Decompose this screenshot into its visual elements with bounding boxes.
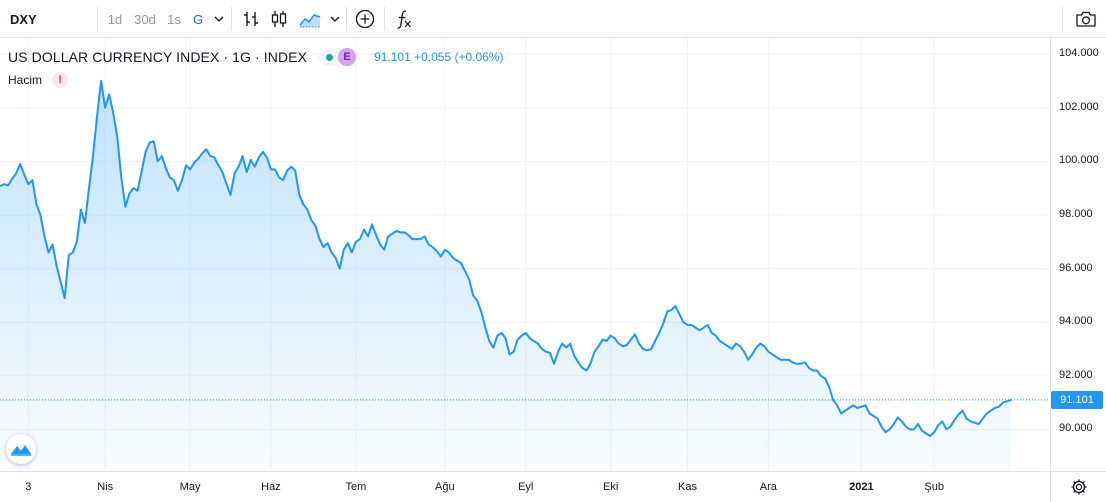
toolbar-divider (384, 7, 385, 31)
time-tick-label: Nis (97, 481, 114, 493)
gear-icon (1071, 479, 1086, 495)
chart-type-dropdown-button[interactable] (326, 0, 344, 38)
chart-settings-button[interactable] (1050, 471, 1106, 502)
price-tick-label: 94.000 (1059, 315, 1093, 328)
candlestick-chart-type-button[interactable] (266, 0, 292, 38)
tradingview-logo-button[interactable] (6, 434, 36, 464)
camera-icon (1076, 11, 1096, 27)
add-indicator-icon (355, 9, 375, 29)
tradingview-logo-icon (11, 445, 31, 456)
volume-indicator-legend[interactable]: Hacim ! (8, 72, 69, 88)
function-icon (397, 10, 411, 29)
bar-chart-type-button[interactable] (238, 0, 264, 38)
time-tick-label: Haz (261, 481, 281, 493)
last-price-label: 91.101 (1051, 390, 1103, 409)
time-axis[interactable]: 3 Nis May Haz Tem Ağu Eyl Eki Kas Ara 2021 Şub (0, 471, 1050, 502)
price-tick-label: 102.000 (1059, 100, 1099, 113)
volume-label: Hacim (8, 73, 43, 87)
price-tick-label: 100.000 (1059, 154, 1099, 167)
compare-add-symbol-button[interactable] (351, 0, 379, 38)
toolbar-divider (231, 7, 232, 31)
price-tick-label: 96.000 (1059, 261, 1093, 274)
toolbar-divider (346, 7, 347, 31)
screenshot-button[interactable] (1072, 0, 1100, 38)
time-tick-label: Şub (924, 481, 944, 493)
area-chart-type-button[interactable] (296, 0, 324, 38)
time-tick-label: Ağu (435, 481, 455, 493)
time-tick-label: Kas (677, 481, 697, 493)
legend-status-pill[interactable]: E (319, 48, 359, 66)
market-status-dot-icon (326, 53, 334, 61)
candlestick-icon (271, 11, 287, 27)
toolbar-divider (97, 7, 98, 31)
toolbar-divider (1062, 7, 1063, 31)
time-tick-label: 3 (25, 481, 32, 493)
bar-chart-icon (244, 12, 258, 26)
time-tick-label: 2021 (849, 481, 874, 493)
chart-legend: US DOLLAR CURRENCY INDEX · 1G · INDEX E … (8, 48, 504, 66)
price-tick-label: 92.000 (1059, 368, 1093, 381)
price-tick-label: 90.000 (1059, 422, 1093, 435)
top-toolbar: DXY 1d 30d 1s G (0, 0, 1106, 38)
timeframe-dropdown-button[interactable] (210, 0, 228, 38)
data-source-badge: E (338, 48, 357, 66)
warning-icon: ! (52, 72, 69, 88)
price-tick-label: 98.000 (1059, 207, 1093, 220)
timeframe-g-button[interactable]: G (192, 11, 204, 27)
chevron-down-icon (330, 16, 340, 22)
time-tick-label: Eki (603, 481, 619, 493)
time-tick-label: May (179, 481, 201, 493)
time-tick-label: Tem (345, 481, 367, 493)
price-chart[interactable] (0, 38, 1050, 471)
chevron-down-icon (214, 16, 224, 22)
time-tick-label: Ara (759, 481, 777, 493)
price-change-values: 91.101 +0.055 (+0.06%) (374, 50, 504, 64)
time-tick-label: Eyl (518, 481, 534, 493)
timeframe-1d-button[interactable]: 1d (107, 11, 123, 27)
series-title: US DOLLAR CURRENCY INDEX · 1G · INDEX (8, 49, 308, 65)
timeframe-1s-button[interactable]: 1s (167, 11, 181, 27)
symbol-search-button[interactable]: DXY (10, 11, 37, 27)
timeframe-30d-button[interactable]: 30d (134, 11, 156, 27)
price-tick-label: 104.000 (1059, 47, 1099, 60)
price-axis[interactable]: 104.000 102.000 100.000 98.000 96.000 94.000 9… (1050, 38, 1106, 471)
area-chart-icon (299, 14, 321, 28)
indicators-button[interactable] (391, 0, 417, 38)
price-line (0, 79, 1012, 438)
price-area-fill (0, 80, 1011, 471)
